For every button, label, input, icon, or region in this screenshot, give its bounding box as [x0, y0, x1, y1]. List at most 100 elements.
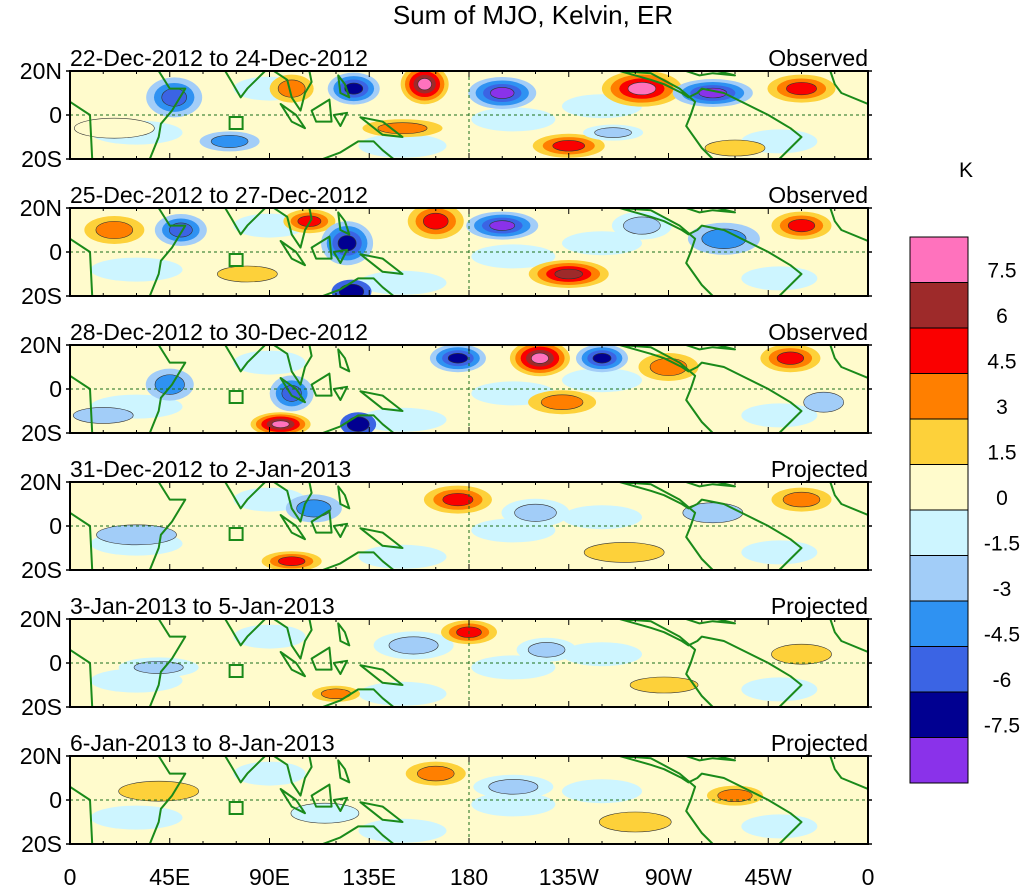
colorbar-tick-label: -1.5	[984, 533, 1020, 556]
latitude-label: 20N	[20, 58, 62, 84]
anomaly-contour	[514, 503, 557, 522]
anomaly-contour	[423, 212, 449, 230]
coastline	[272, 619, 313, 660]
anomaly-contour	[786, 82, 817, 96]
anomaly-contour	[776, 351, 805, 365]
anomaly-contour	[358, 270, 447, 295]
region-box-outline	[228, 116, 244, 130]
anomaly-contour	[442, 493, 474, 507]
anomaly-field	[70, 482, 868, 570]
coastline	[359, 390, 404, 412]
latitude-label: 0	[49, 376, 62, 402]
coastline	[829, 619, 868, 653]
anomaly-field	[70, 756, 868, 844]
anomaly-contour	[782, 491, 821, 508]
coastline	[321, 825, 395, 844]
anomaly-contour	[490, 87, 515, 99]
anomaly-contour	[698, 87, 728, 99]
longitude-label: 90E	[249, 864, 290, 889]
colorbar-swatch	[909, 464, 969, 511]
anomaly-contour	[233, 624, 306, 649]
coastline	[272, 756, 313, 797]
coastline	[70, 208, 187, 296]
latitude-label: 20N	[20, 469, 62, 495]
longitude-label: 135W	[539, 864, 599, 889]
anomaly-contour	[417, 78, 432, 91]
coastline	[618, 619, 803, 707]
colorbar-swatch	[909, 691, 969, 738]
anomaly-contour	[741, 266, 818, 291]
anomaly-contour	[787, 219, 816, 233]
colorbar-tick-label: -4.5	[984, 624, 1020, 647]
colorbar-swatch	[909, 236, 969, 283]
longitude-label: 0	[64, 864, 77, 889]
anomaly-contour	[562, 368, 642, 393]
anomaly-contour	[346, 416, 370, 432]
latitude-label: 20S	[21, 283, 62, 309]
anomaly-contour	[704, 139, 766, 157]
coastline	[310, 646, 333, 671]
coastline	[685, 756, 736, 762]
coastline	[685, 619, 736, 625]
coastline	[70, 756, 187, 844]
coastline	[279, 377, 306, 404]
colorbar-tick-label: 0	[996, 487, 1008, 510]
anomaly-contour	[233, 761, 306, 786]
coastline	[337, 622, 351, 647]
coastline	[829, 208, 868, 242]
colorbar-tick-label: -6	[993, 669, 1012, 692]
anomaly-contour	[741, 814, 818, 839]
anomaly-contour	[118, 780, 199, 802]
anomaly-contour	[358, 818, 447, 843]
coastline	[272, 345, 313, 386]
map-panel: 20N 0 20S 25-Dec-2012 to 27-Dec-2012 Observe…	[20, 182, 872, 309]
coastline	[321, 414, 395, 433]
anomaly-field	[70, 71, 868, 159]
coastline	[321, 551, 395, 570]
colorbar-tick-label: -3	[993, 578, 1012, 601]
colorbar-swatch	[909, 737, 969, 784]
coastline	[332, 111, 349, 127]
colorbar-swatch	[909, 373, 969, 420]
anomaly-contour	[471, 655, 556, 680]
anomaly-contour	[154, 374, 185, 395]
region-box-outline	[228, 527, 244, 541]
coastline	[685, 208, 736, 214]
coastline	[829, 756, 868, 790]
anomaly-contour	[95, 221, 134, 239]
anomaly-contour	[447, 353, 468, 364]
coastline	[337, 759, 351, 784]
coastline	[224, 71, 267, 99]
panel-kind-label: Observed	[768, 182, 868, 208]
colorbar-swatch	[909, 600, 969, 647]
coastline	[359, 801, 404, 823]
coastline	[279, 788, 306, 815]
panel-date-range: 6-Jan-2013 to 8-Jan-2013	[70, 730, 335, 756]
latitude-label: 0	[49, 102, 62, 128]
anomaly-contour	[488, 779, 539, 795]
anomaly-contour	[562, 505, 642, 530]
longitude-label: 135E	[342, 864, 396, 889]
coastline	[618, 345, 803, 433]
region-box-outline	[228, 390, 244, 404]
anomaly-contour	[527, 642, 566, 658]
anomaly-contour	[629, 676, 699, 694]
longitude-label: 45W	[745, 864, 793, 889]
colorbar-tick-label: 6	[996, 305, 1008, 328]
coastline	[310, 509, 333, 534]
coastline	[321, 277, 395, 296]
anomaly-contour	[471, 107, 556, 132]
anomaly-contour	[210, 134, 249, 148]
anomaly-contour	[562, 231, 642, 256]
anomaly-contour	[344, 82, 364, 95]
latitude-label: 20S	[21, 557, 62, 583]
colorbar-tick-label: 4.5	[987, 351, 1016, 374]
colorbar-tick-label: -7.5	[984, 715, 1020, 738]
coastline	[829, 345, 868, 379]
coastline	[332, 248, 349, 264]
anomaly-contour	[562, 779, 642, 804]
panel-kind-label: Projected	[771, 730, 868, 756]
anomaly-contour	[90, 805, 183, 830]
latitude-label: 0	[49, 650, 62, 676]
panel-date-range: 22-Dec-2012 to 24-Dec-2012	[70, 45, 368, 71]
